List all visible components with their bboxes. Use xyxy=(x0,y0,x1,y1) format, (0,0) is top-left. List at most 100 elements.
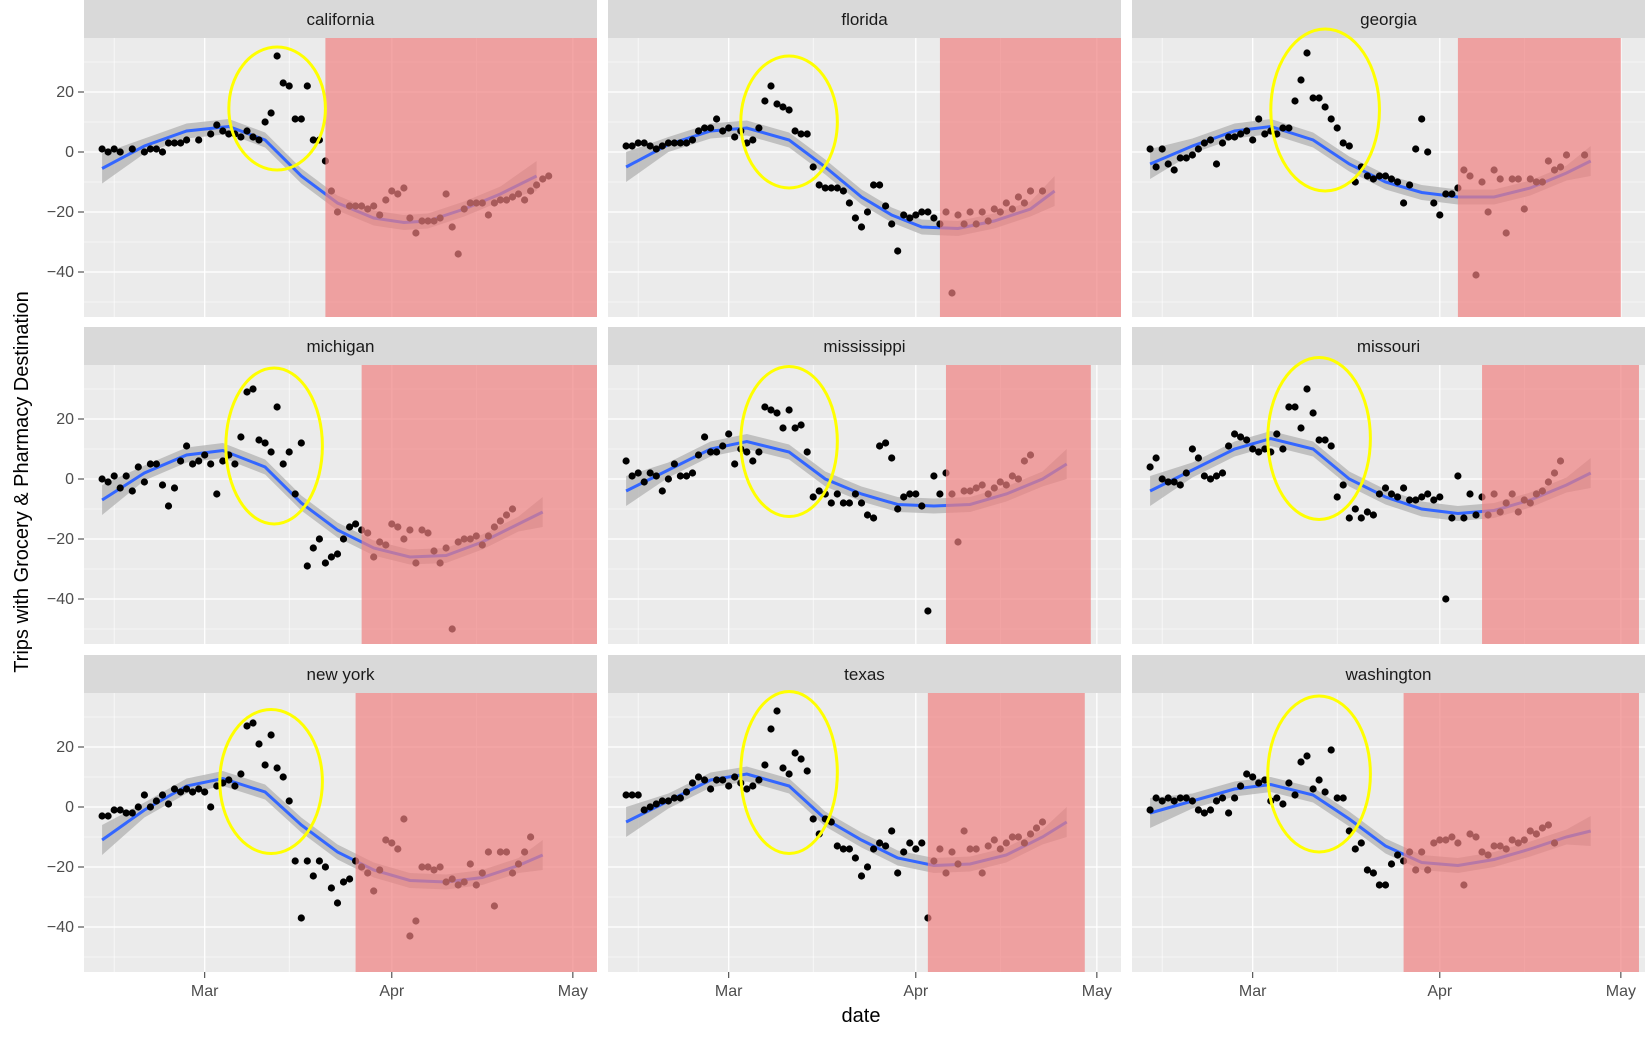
data-point xyxy=(152,460,160,468)
data-point xyxy=(1200,809,1208,817)
data-point xyxy=(1146,806,1154,814)
data-point xyxy=(906,839,914,847)
data-point xyxy=(707,785,715,793)
y-tick-label: −20 xyxy=(47,859,74,876)
data-point xyxy=(857,872,866,880)
data-point xyxy=(930,472,938,480)
panel-michigan: michigan xyxy=(84,327,597,644)
data-point xyxy=(658,797,666,805)
data-point xyxy=(1152,454,1160,462)
data-point xyxy=(309,136,317,144)
data-point xyxy=(128,809,136,817)
data-point xyxy=(912,845,920,853)
data-point xyxy=(682,472,691,480)
data-point xyxy=(189,460,197,468)
data-point xyxy=(1218,794,1227,802)
data-point xyxy=(291,115,299,123)
data-point xyxy=(785,406,793,414)
data-point xyxy=(273,52,281,60)
data-point xyxy=(321,863,329,871)
data-point xyxy=(863,863,872,871)
data-point xyxy=(243,127,251,135)
plot-content xyxy=(622,693,1085,972)
data-point xyxy=(701,124,709,132)
data-point xyxy=(870,845,878,853)
data-point xyxy=(309,544,317,552)
data-point xyxy=(104,812,112,820)
data-point xyxy=(237,133,245,141)
data-point xyxy=(1152,794,1160,802)
data-point xyxy=(1333,794,1341,802)
data-point xyxy=(128,487,136,495)
data-point xyxy=(785,106,793,114)
data-point xyxy=(1243,770,1251,778)
data-point xyxy=(249,133,257,141)
data-point xyxy=(640,806,648,814)
data-point xyxy=(1394,493,1402,501)
data-point xyxy=(195,457,203,465)
data-point xyxy=(1279,124,1287,132)
data-point xyxy=(791,749,799,757)
facet-strip-label: new york xyxy=(306,665,375,684)
data-point xyxy=(116,806,124,814)
data-point xyxy=(809,815,817,823)
data-point xyxy=(128,145,136,153)
facet-strip-label: michigan xyxy=(306,337,374,356)
x-tick-label: May xyxy=(1082,983,1112,1000)
data-point xyxy=(670,794,679,802)
data-point xyxy=(231,782,239,790)
data-point xyxy=(900,493,908,501)
data-point xyxy=(1333,124,1341,132)
data-point xyxy=(140,478,148,486)
data-point xyxy=(1225,133,1233,141)
data-point xyxy=(694,127,703,135)
data-point xyxy=(918,208,926,216)
data-point xyxy=(918,839,926,847)
data-point xyxy=(924,607,932,615)
data-point xyxy=(1327,442,1335,450)
facet-strip-label: california xyxy=(306,10,375,29)
highlight-ellipse xyxy=(1266,694,1372,854)
data-point xyxy=(761,403,769,411)
data-point xyxy=(664,139,673,147)
panel-florida: florida xyxy=(608,0,1121,317)
data-point xyxy=(743,448,751,456)
data-point xyxy=(731,133,739,141)
data-point xyxy=(845,499,854,507)
data-point xyxy=(1321,788,1329,796)
data-point xyxy=(1279,800,1287,808)
data-point xyxy=(98,812,106,820)
data-point xyxy=(1206,136,1215,144)
panels: california florida georgia michigan mississi… xyxy=(84,0,1645,972)
data-point xyxy=(773,409,781,417)
data-point xyxy=(1430,199,1438,207)
data-point xyxy=(1194,806,1202,814)
data-point xyxy=(688,136,697,144)
y-tick-label: 0 xyxy=(65,471,74,488)
data-point xyxy=(815,181,823,189)
data-point xyxy=(839,187,848,195)
data-point xyxy=(273,403,281,411)
data-point xyxy=(249,719,257,727)
data-point xyxy=(1400,484,1408,492)
data-point xyxy=(219,457,227,465)
data-point xyxy=(195,136,203,144)
data-point xyxy=(713,776,721,784)
data-point xyxy=(749,782,757,790)
data-point xyxy=(1182,794,1190,802)
data-point xyxy=(670,460,679,468)
data-point xyxy=(809,163,817,171)
data-point xyxy=(1285,779,1293,787)
data-point xyxy=(255,436,263,444)
data-point xyxy=(682,139,691,147)
data-point xyxy=(912,211,920,219)
data-point xyxy=(321,559,329,567)
data-point xyxy=(315,857,323,865)
data-point xyxy=(1291,791,1299,799)
data-point xyxy=(1273,794,1281,802)
data-point xyxy=(670,139,679,147)
data-point xyxy=(755,776,763,784)
data-point xyxy=(333,550,342,558)
data-point xyxy=(882,842,890,850)
data-point xyxy=(1430,496,1438,504)
